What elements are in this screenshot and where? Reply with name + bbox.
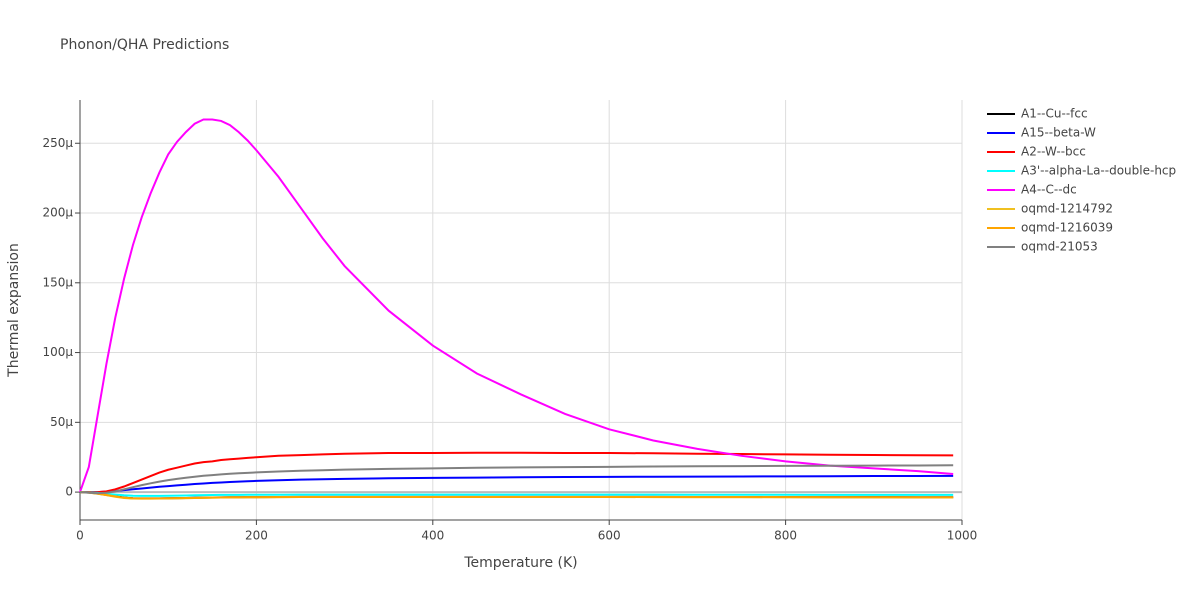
series-line	[79, 464, 954, 495]
x-axis-title: Temperature (K)	[463, 555, 577, 571]
x-tick-label: 400	[421, 529, 444, 543]
y-tick-label: 250μ	[42, 136, 73, 150]
series-line	[79, 118, 954, 493]
legend-label: A4--C--dc	[1021, 183, 1077, 197]
legend-label: A1--Cu--fcc	[1021, 107, 1088, 121]
series-line	[80, 451, 954, 494]
series-line	[79, 491, 954, 497]
series-line	[80, 474, 954, 494]
x-tick-label: 1000	[947, 529, 978, 543]
x-tick-label: 600	[598, 529, 621, 543]
y-tick-label: 100μ	[42, 345, 73, 359]
legend-label: oqmd-1214792	[1021, 202, 1113, 216]
legend-label: A3'--alpha-La--double-hcp	[1021, 164, 1176, 178]
x-tick-label: 200	[245, 529, 268, 543]
legend-label: oqmd-21053	[1021, 240, 1098, 254]
x-tick-label: 800	[774, 529, 797, 543]
legend-label: A15--beta-W	[1021, 126, 1096, 140]
legend-label: A2--W--bcc	[1021, 145, 1086, 159]
x-tick-label: 0	[76, 529, 84, 543]
y-tick-label: 0	[65, 485, 73, 499]
y-tick-label: 50μ	[50, 415, 73, 429]
legend-label: oqmd-1216039	[1021, 221, 1113, 235]
y-axis-title: Thermal expansion	[6, 243, 22, 378]
y-tick-label: 150μ	[42, 275, 73, 289]
chart-title: Phonon/QHA Predictions	[60, 37, 229, 53]
y-tick-label: 200μ	[42, 206, 73, 220]
series-line	[79, 491, 954, 500]
